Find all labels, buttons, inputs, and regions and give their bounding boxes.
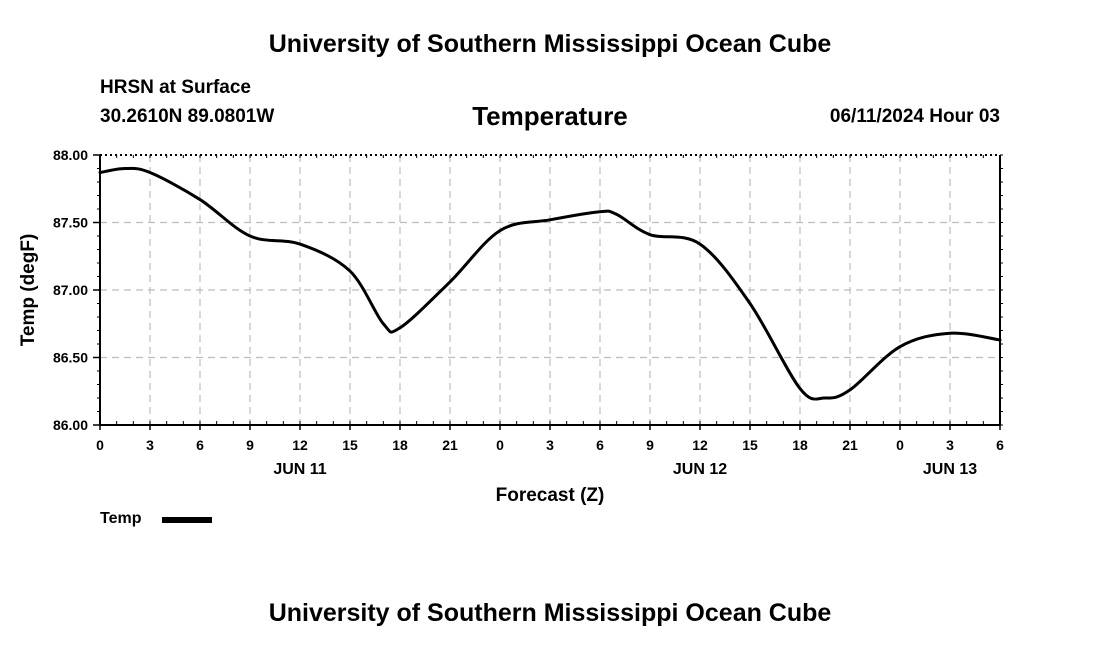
y-tick-label: 88.00 bbox=[53, 147, 88, 163]
date-label: JUN 12 bbox=[673, 461, 727, 478]
y-tick-label: 86.00 bbox=[53, 417, 88, 433]
x-tick-label: 0 bbox=[496, 437, 504, 453]
x-axis-title: Forecast (Z) bbox=[496, 485, 605, 506]
date-labels: JUN 11 JUN 12 JUN 13 bbox=[273, 461, 977, 478]
date-label: JUN 11 bbox=[273, 461, 326, 478]
x-tick-label: 3 bbox=[546, 437, 554, 453]
legend-swatch bbox=[162, 517, 212, 523]
x-tick-label: 12 bbox=[292, 437, 308, 453]
x-tick-label: 9 bbox=[246, 437, 254, 453]
station-label: HRSN at Surface bbox=[100, 77, 251, 98]
top-title: University of Southern Mississippi Ocean… bbox=[268, 30, 832, 58]
x-tick-label: 15 bbox=[742, 437, 758, 453]
series-layer bbox=[98, 166, 1002, 401]
x-tick-label: 6 bbox=[996, 437, 1004, 453]
x-tick-label: 15 bbox=[342, 437, 358, 453]
y-tick-label: 87.50 bbox=[53, 215, 88, 231]
x-tick-label: 6 bbox=[196, 437, 204, 453]
y-tick-label: 86.50 bbox=[53, 350, 88, 366]
x-tick-label: 18 bbox=[792, 437, 808, 453]
x-tick-label: 6 bbox=[596, 437, 604, 453]
x-tick-label: 3 bbox=[946, 437, 954, 453]
bottom-title: University of Southern Mississippi Ocean… bbox=[268, 599, 832, 627]
date-label: JUN 13 bbox=[923, 461, 977, 478]
x-tick-label: 21 bbox=[442, 437, 458, 453]
x-tick-label: 21 bbox=[842, 437, 858, 453]
chart-title: Temperature bbox=[472, 101, 628, 131]
grid-lines bbox=[100, 155, 1000, 425]
x-tick-label: 3 bbox=[146, 437, 154, 453]
x-tick-label: 0 bbox=[96, 437, 104, 453]
x-tick-label: 12 bbox=[692, 437, 708, 453]
x-tick-label: 18 bbox=[392, 437, 408, 453]
y-axis-title: Temp (degF) bbox=[18, 234, 39, 347]
x-axis-ticks: 0 3 6 9 12 15 18 21 0 3 6 9 12 15 18 21 0 3 6 bbox=[96, 155, 1004, 453]
y-axis-ticks: 86.00 86.50 87.00 87.50 88.00 bbox=[53, 147, 1003, 433]
x-tick-label: 9 bbox=[646, 437, 654, 453]
coordinates-label: 30.2610N 89.0801W bbox=[100, 106, 275, 127]
legend-label: Temp bbox=[100, 510, 142, 527]
y-tick-label: 87.00 bbox=[53, 282, 88, 298]
x-tick-label: 0 bbox=[896, 437, 904, 453]
temp-series-line bbox=[98, 166, 1002, 401]
timestamp-label: 06/11/2024 Hour 03 bbox=[829, 106, 1000, 127]
